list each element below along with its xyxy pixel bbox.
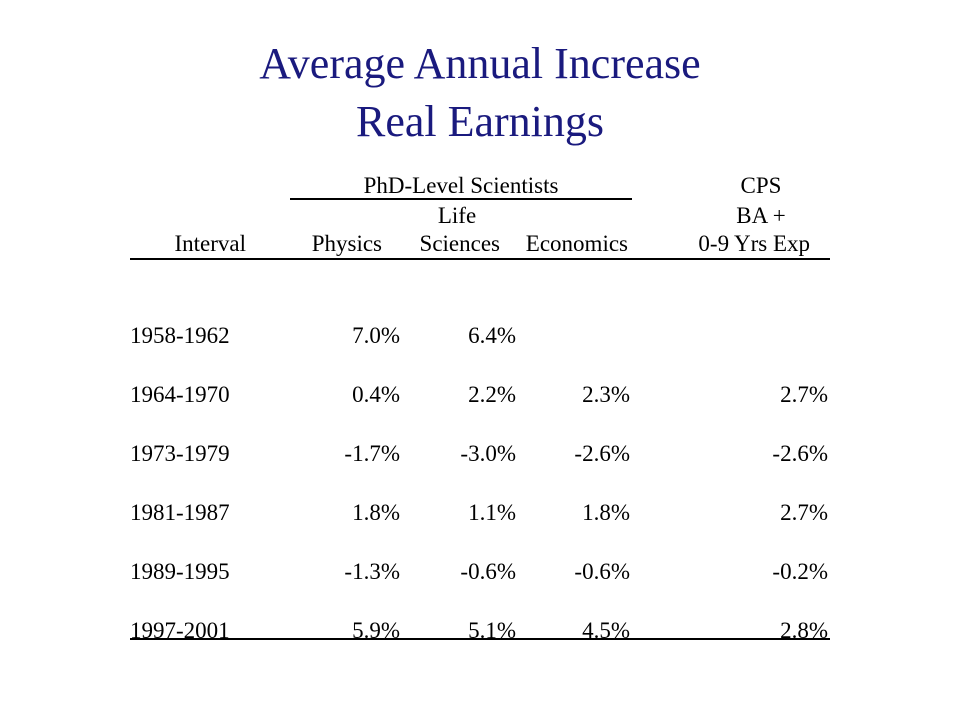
cell-cps: 2.7% xyxy=(780,382,828,407)
cell-physics: -1.3% xyxy=(344,559,400,584)
cell-physics: -1.7% xyxy=(344,441,400,466)
cell-cps: -2.6% xyxy=(772,441,828,466)
cell-cps: -0.2% xyxy=(772,559,828,584)
cell-life-sciences: 6.4% xyxy=(468,323,516,348)
cell-cps: 2.8% xyxy=(780,618,828,643)
cell-interval: 1964-1970 xyxy=(130,382,230,407)
cell-economics: -2.6% xyxy=(574,441,630,466)
cell-interval: 1989-1995 xyxy=(130,559,230,584)
group-header-cps: CPS xyxy=(740,173,782,198)
cell-physics: 5.9% xyxy=(352,618,400,643)
cell-physics: 7.0% xyxy=(352,323,400,348)
subheader-ba-plus: BA + xyxy=(736,203,786,228)
table-bottom-rule xyxy=(130,638,830,640)
cell-interval: 1958-1962 xyxy=(130,323,230,348)
column-header-life-sciences: Sciences xyxy=(419,231,500,256)
page-title-line1: Average Annual Increase xyxy=(259,39,701,88)
cell-life-sciences: -0.6% xyxy=(460,559,516,584)
group-header-phd: PhD-Level Scientists xyxy=(363,173,559,198)
cell-life-sciences: 2.2% xyxy=(468,382,516,407)
cell-life-sciences: 1.1% xyxy=(468,500,516,525)
column-header-cps: 0-9 Yrs Exp xyxy=(698,231,810,256)
cell-physics: 0.4% xyxy=(352,382,400,407)
cell-cps: 2.7% xyxy=(780,500,828,525)
page-title-line2: Real Earnings xyxy=(355,97,605,146)
column-header-economics: Economics xyxy=(525,231,628,256)
group-header-phd-underline xyxy=(290,198,632,200)
column-header-physics: Physics xyxy=(311,231,382,256)
subheader-life: Life xyxy=(437,203,477,228)
cell-physics: 1.8% xyxy=(352,500,400,525)
cell-interval: 1973-1979 xyxy=(130,441,230,466)
cell-economics: -0.6% xyxy=(574,559,630,584)
table-header-rule xyxy=(130,258,830,260)
cell-economics: 1.8% xyxy=(582,500,630,525)
cell-economics: 4.5% xyxy=(582,618,630,643)
cell-interval: 1981-1987 xyxy=(130,500,230,525)
cell-economics: 2.3% xyxy=(582,382,630,407)
cell-interval: 1997-2001 xyxy=(130,618,230,643)
cell-life-sciences: 5.1% xyxy=(468,618,516,643)
column-header-interval: Interval xyxy=(174,231,246,256)
cell-life-sciences: -3.0% xyxy=(460,441,516,466)
